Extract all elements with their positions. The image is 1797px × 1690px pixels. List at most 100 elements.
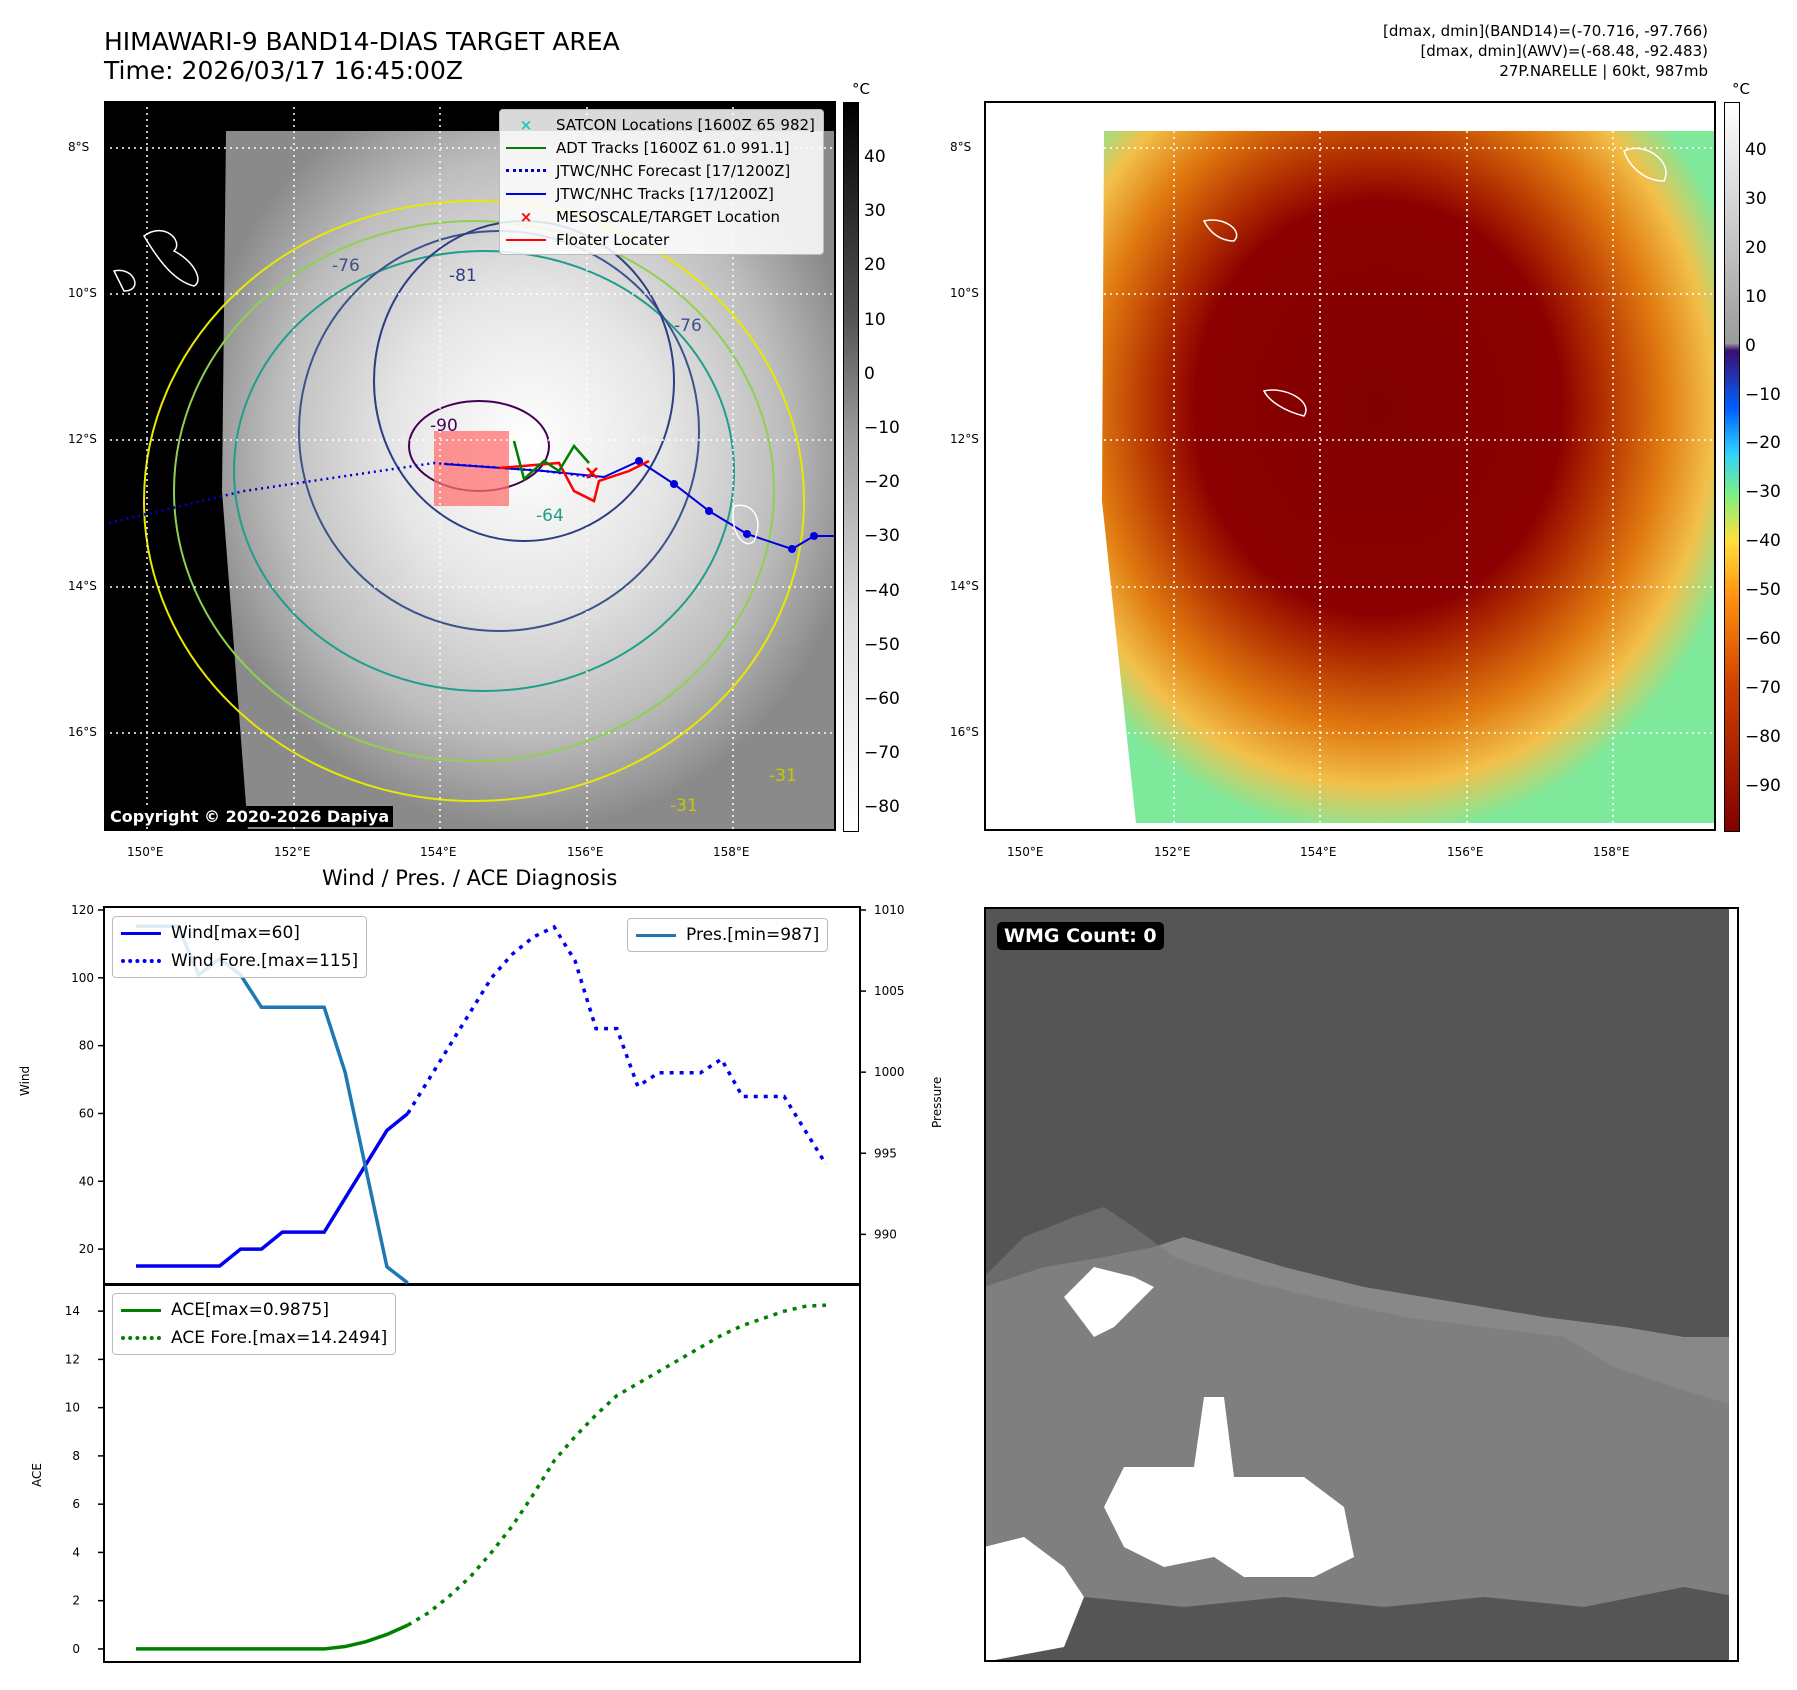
contour-label: -64 [536, 506, 564, 526]
ir-colorbar-tick: −60 [864, 689, 900, 709]
legend-label: Pres.[min=987] [686, 925, 820, 945]
pressure-ytick-label: 1010 [874, 903, 905, 917]
ir-colorbar-tick: −30 [864, 526, 900, 547]
lat-tick-label: 12°S [68, 432, 97, 446]
legend-row-adt: ADT Tracks [1600Z 61.0 991.1] [506, 136, 817, 159]
wmg-svg [984, 907, 1739, 1662]
ace-ytick-label: 12 [65, 1352, 80, 1366]
ir-colorbar-tick: 0 [864, 363, 875, 384]
wind-ytick-label: 20 [79, 1242, 94, 1256]
color-colorbar-tick: −90 [1745, 775, 1781, 796]
wind-ytick-label: 100 [71, 971, 94, 985]
series-line-wind-fore- [406, 924, 828, 1166]
color-coastlines [1202, 147, 1667, 417]
ace-ytick-label: 8 [72, 1449, 80, 1463]
legend-row-floater: Floater Locater [506, 228, 817, 251]
lon-tick-label: 158°E [713, 845, 750, 859]
ir-colorbar-tick: −50 [864, 634, 900, 655]
ir-colorbar-tick: 40 [864, 147, 886, 167]
wmg-dark-bottom [984, 1587, 1739, 1662]
color-colorbar-tick: −20 [1745, 433, 1781, 454]
coastlines [112, 229, 759, 545]
color-map-gridlines [984, 101, 1716, 831]
ir-colorbar-tick: −20 [864, 472, 900, 493]
lon-tick-label: 152°E [274, 845, 311, 859]
dotted-swatch-icon [121, 959, 161, 963]
ir-colorbar-tick: −80 [864, 797, 900, 818]
legend-label: JTWC/NHC Forecast [17/1200Z] [556, 161, 791, 180]
ir-colorbar-tick: −40 [864, 580, 900, 601]
legend-label: Floater Locater [556, 230, 670, 249]
cross-marker-icon: × [519, 207, 533, 226]
ace-legend: ACE[max=0.9875] ACE Fore.[max=14.2494] [112, 1293, 397, 1355]
ace-ytick-label: 14 [65, 1304, 80, 1318]
lon-tick-label: 152°E [1154, 845, 1191, 859]
color-colorbar [1724, 102, 1740, 832]
color-colorbar-tick: −30 [1745, 482, 1781, 503]
ir-colorbar-unit: °C [852, 80, 870, 98]
target-marker [586, 467, 598, 479]
color-colorbar-tick: 40 [1745, 140, 1767, 160]
lon-tick-label: 156°E [567, 845, 604, 859]
pressure-ytick-label: 1005 [874, 984, 905, 998]
wmg-white-patch-3 [984, 1537, 1084, 1662]
ace-ytick-label: 10 [65, 1401, 80, 1415]
wind-legend: Wind[max=60] Wind Fore.[max=115] [112, 916, 368, 978]
wmg-edge [1729, 907, 1739, 1662]
info-line3: 27P.NARELLE | 60kt, 987mb [1499, 62, 1708, 80]
line-swatch-icon [121, 1308, 161, 1312]
ir-colorbar-tick: 20 [864, 255, 886, 276]
color-colorbar-tick: −10 [1745, 384, 1781, 405]
wind-ytick-label: 60 [79, 1106, 94, 1120]
chart-title-line2: Time: 2026/03/17 16:45:00Z [104, 56, 463, 85]
lon-tick-label: 150°E [127, 845, 164, 859]
ir-colorbar [843, 102, 859, 832]
legend-label: Wind Fore.[max=115] [171, 951, 359, 971]
line-swatch-icon [121, 931, 161, 935]
map-legend: × SATCON Locations [1600Z 65 982] ADT Tr… [499, 109, 824, 255]
dotted-swatch-icon [121, 1336, 161, 1340]
lat-tick-label: 16°S [950, 725, 979, 739]
chart-title-line1: HIMAWARI-9 BAND14-DIAS TARGET AREA [104, 27, 620, 56]
ir-colorbar-tick: 30 [864, 201, 886, 222]
color-colorbar-tick: 10 [1745, 286, 1767, 307]
legend-row-satcon: × SATCON Locations [1600Z 65 982] [506, 113, 817, 136]
ir-map-frame [104, 101, 836, 831]
dotted-swatch-icon [506, 169, 546, 172]
lon-tick-label: 156°E [1447, 845, 1484, 859]
legend-row-tracks: JTWC/NHC Tracks [17/1200Z] [506, 182, 817, 205]
wmg-white-patch-2 [1104, 1397, 1354, 1577]
wmg-count-badge: WMG Count: 0 [997, 922, 1164, 950]
series-line-wind [136, 1112, 409, 1268]
ir-colorbar-tick: −70 [864, 743, 900, 764]
series-line-ace-fore- [406, 1303, 827, 1627]
ace-ytick-label: 2 [72, 1594, 80, 1608]
lon-tick-label: 150°E [1007, 845, 1044, 859]
lat-tick-label: 8°S [68, 140, 90, 154]
wmg-frame [984, 907, 1739, 1662]
ace-ytick-label: 0 [72, 1642, 80, 1656]
adt-track [512, 440, 590, 482]
color-colorbar-tick: −70 [1745, 677, 1781, 698]
legend-label: JTWC/NHC Tracks [17/1200Z] [556, 184, 774, 203]
contour-label: -31 [670, 796, 698, 816]
ace-ytick-label: 6 [72, 1497, 80, 1511]
legend-label: ACE Fore.[max=14.2494] [171, 1328, 388, 1348]
legend-label: ADT Tracks [1600Z 61.0 991.1] [556, 138, 790, 157]
line-swatch-icon [636, 933, 676, 937]
lat-tick-label: 10°S [950, 286, 979, 300]
line-dot-swatch-icon [506, 192, 546, 195]
wind-ytick-label: 80 [79, 1039, 94, 1053]
series-line-ace [136, 1623, 409, 1651]
ace-ylabel: ACE [30, 1463, 44, 1487]
series-line-pres- [136, 924, 409, 1285]
contour-label: -76 [674, 316, 702, 336]
legend-label: ACE[max=0.9875] [171, 1300, 329, 1320]
floater-locater [498, 459, 650, 503]
pressure-ytick-label: 990 [874, 1227, 897, 1241]
line-swatch-icon [506, 238, 546, 241]
color-colorbar-tick: 0 [1745, 335, 1756, 356]
legend-row-mesoscale: × MESOSCALE/TARGET Location [506, 205, 817, 228]
contour-label-group: -90 -76 -81 -76 -64 -31 -31 [332, 256, 797, 816]
diagnosis-title: Wind / Pres. / ACE Diagnosis [322, 866, 618, 890]
